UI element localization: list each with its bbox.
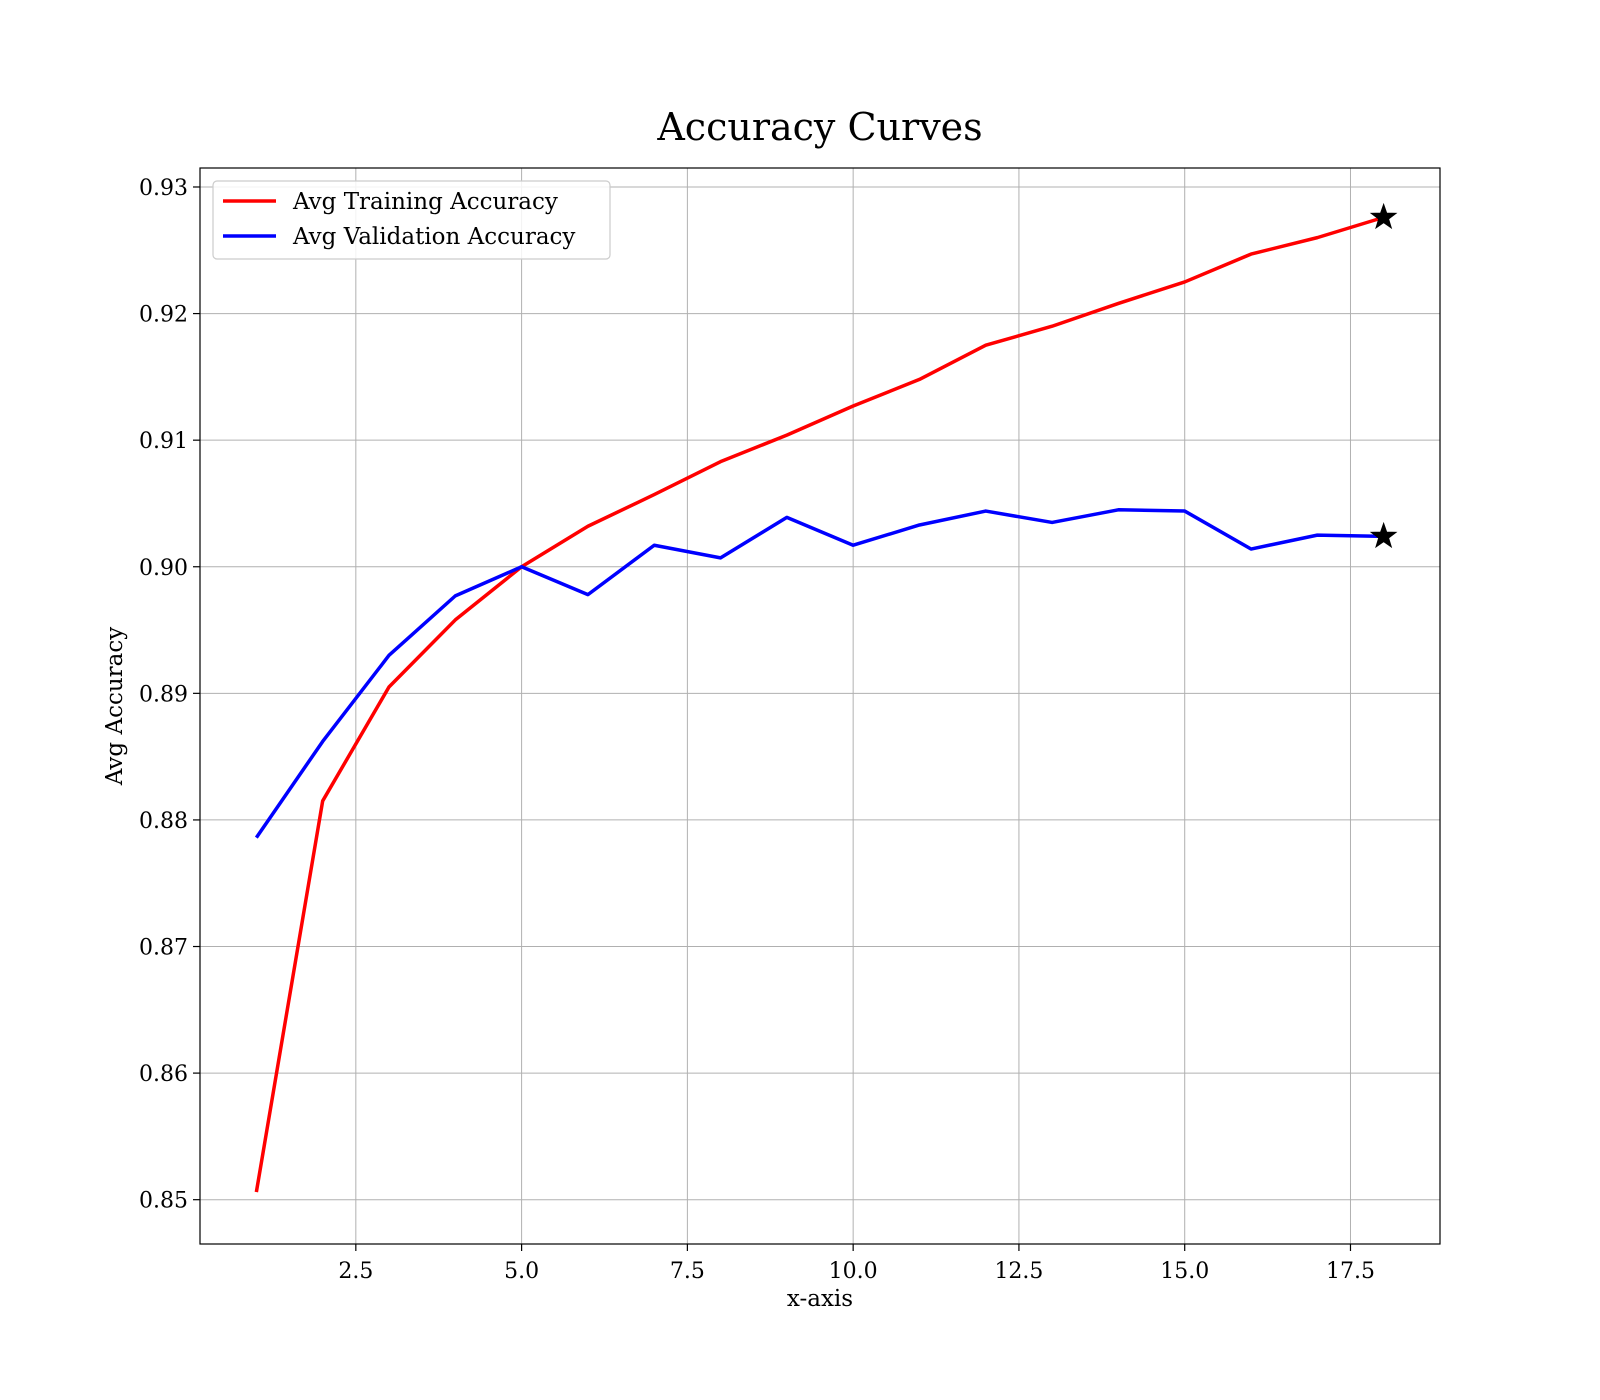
x-tick-label: 10.0 xyxy=(829,1259,878,1284)
x-tick-label: 5.0 xyxy=(504,1259,539,1284)
y-tick-label: 0.87 xyxy=(139,936,188,961)
x-tick-label: 7.5 xyxy=(670,1259,705,1284)
y-tick-label: 0.92 xyxy=(139,303,188,328)
x-axis-ticks: 2.5 5.0 7.5 10.0 12.5 15.0 17.5 xyxy=(338,1244,1375,1284)
series-lines xyxy=(254,215,1385,1193)
star-marker-icon xyxy=(1369,521,1398,549)
x-tick-label: 15.0 xyxy=(1160,1259,1209,1284)
x-tick-label: 2.5 xyxy=(338,1259,373,1284)
star-marker-icon xyxy=(1369,202,1398,230)
x-tick-label: 12.5 xyxy=(994,1259,1043,1284)
y-tick-label: 0.91 xyxy=(139,429,188,454)
y-tick-label: 0.93 xyxy=(139,176,188,201)
y-axis-ticks: 0.85 0.86 0.87 0.88 0.89 0.90 0.91 0.92 0.93 xyxy=(139,176,200,1214)
plot-frame xyxy=(199,167,1441,1245)
legend-label: Avg Training Accuracy xyxy=(292,189,558,215)
legend-box xyxy=(212,180,611,260)
y-tick-label: 0.90 xyxy=(139,556,188,581)
x-axis-label: x-axis xyxy=(787,1286,853,1312)
series-line-training xyxy=(254,215,1385,1193)
y-tick-label: 0.85 xyxy=(139,1189,188,1214)
y-tick-label: 0.86 xyxy=(139,1062,188,1087)
chart-title: Accuracy Curves xyxy=(656,105,982,149)
y-axis-label: Avg Accuracy xyxy=(102,627,128,786)
y-tick-label: 0.89 xyxy=(139,682,188,707)
legend: Avg Training Accuracy Avg Validation Accu… xyxy=(212,180,611,260)
grid xyxy=(200,168,1440,1244)
end-markers xyxy=(1369,202,1398,549)
legend-label: Avg Validation Accuracy xyxy=(292,224,575,250)
series-line-validation xyxy=(254,508,1384,839)
x-tick-label: 17.5 xyxy=(1326,1259,1375,1284)
y-tick-label: 0.88 xyxy=(139,809,188,834)
